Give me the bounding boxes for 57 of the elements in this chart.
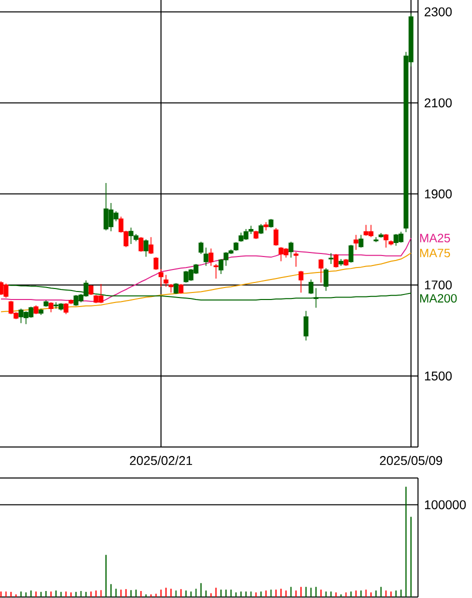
- candlestick: [338, 258, 344, 266]
- candlestick: [294, 252, 298, 268]
- candlestick: [268, 218, 274, 228]
- y-tick-label: 2100: [424, 98, 452, 108]
- candlestick: [148, 236, 154, 254]
- candlestick: [348, 244, 354, 264]
- candlestick: [304, 310, 308, 341]
- x-tick-label: 2025/05/09: [380, 456, 442, 466]
- candlestick: [288, 241, 294, 258]
- candlestick: [178, 284, 184, 294]
- candlestick: [214, 264, 218, 279]
- candlestick: [88, 284, 94, 296]
- candlestick: [258, 224, 264, 234]
- candlestick: [308, 279, 314, 294]
- y-tick-label: 1700: [425, 280, 452, 290]
- candlestick: [154, 256, 158, 270]
- candlestick: [138, 236, 144, 252]
- x-tick-label: 2025/02/21: [130, 456, 192, 466]
- candlestick: [378, 232, 384, 238]
- candlestick: [384, 234, 388, 248]
- candlestick: [158, 268, 164, 288]
- candlestick: [68, 299, 74, 304]
- candlestick: [144, 239, 148, 258]
- candlestick: [358, 234, 364, 248]
- candlestick: [4, 283, 8, 298]
- candlestick: [298, 270, 304, 294]
- candlestick: [324, 268, 328, 292]
- series-label: MA75: [420, 248, 450, 258]
- y-tick-label: 100000: [425, 500, 466, 510]
- candlestick: [344, 258, 348, 266]
- candlestick: [48, 302, 54, 313]
- y-tick-label: 1900: [425, 189, 452, 198]
- candlestick: [168, 284, 174, 294]
- candlestick: [388, 240, 394, 246]
- candlestick: [164, 274, 168, 288]
- candlestick: [38, 308, 44, 316]
- candlestick: [208, 248, 214, 266]
- candlestick: [174, 282, 178, 294]
- series-label: MA200: [420, 294, 457, 303]
- candlestick: [254, 230, 258, 240]
- candlestick: [264, 222, 268, 231]
- candlestick: [204, 247, 208, 266]
- candlestick: [274, 228, 278, 246]
- candlestick: [198, 241, 204, 254]
- candlestick: [318, 258, 324, 284]
- candlestick: [354, 234, 358, 250]
- candlestick: [44, 300, 48, 308]
- candlestick: [248, 225, 254, 234]
- y-tick-label: 2300: [424, 7, 452, 16]
- candlestick: [64, 302, 68, 314]
- y-tick-label: 1500: [425, 372, 452, 380]
- candlestick: [234, 242, 238, 252]
- candlestick: [374, 236, 378, 243]
- candlestick: [328, 252, 334, 264]
- candlestick: [34, 305, 38, 314]
- candlestick: [334, 254, 338, 268]
- series-label: MA25: [420, 234, 450, 242]
